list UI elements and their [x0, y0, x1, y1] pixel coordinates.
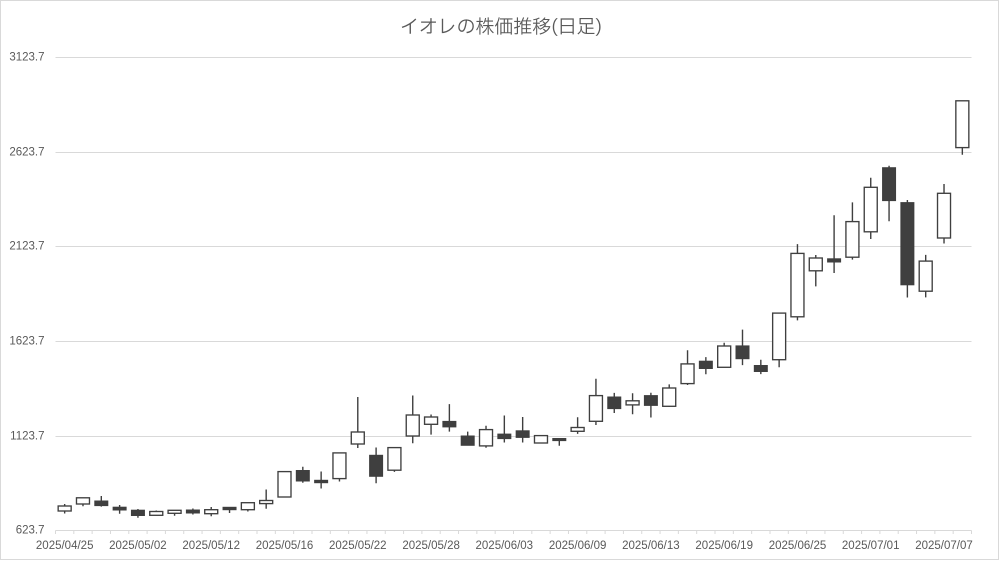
- svg-text:2025/07/01: 2025/07/01: [842, 540, 900, 552]
- svg-text:2025/06/25: 2025/06/25: [769, 540, 827, 552]
- svg-text:2025/04/25: 2025/04/25: [36, 540, 94, 552]
- svg-text:2025/06/03: 2025/06/03: [476, 540, 534, 552]
- svg-text:623.7: 623.7: [16, 525, 45, 537]
- svg-text:2025/07/07: 2025/07/07: [915, 540, 973, 552]
- svg-text:2025/06/09: 2025/06/09: [549, 540, 607, 552]
- svg-text:2025/05/16: 2025/05/16: [256, 540, 314, 552]
- svg-text:2025/06/19: 2025/06/19: [695, 540, 753, 552]
- svg-text:2025/05/02: 2025/05/02: [109, 540, 167, 552]
- svg-text:2025/05/28: 2025/05/28: [402, 540, 460, 552]
- svg-text:2025/05/12: 2025/05/12: [182, 540, 240, 552]
- svg-text:2123.7: 2123.7: [9, 241, 44, 253]
- svg-text:2025/06/13: 2025/06/13: [622, 540, 680, 552]
- svg-text:2025/05/22: 2025/05/22: [329, 540, 387, 552]
- svg-text:1623.7: 1623.7: [9, 336, 44, 348]
- svg-text:2623.7: 2623.7: [9, 147, 44, 159]
- svg-text:1123.7: 1123.7: [10, 431, 44, 443]
- svg-text:3123.7: 3123.7: [9, 52, 44, 64]
